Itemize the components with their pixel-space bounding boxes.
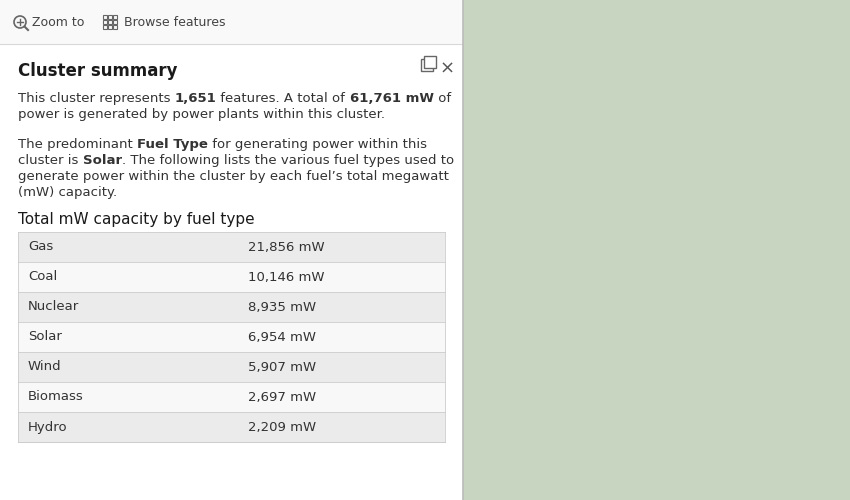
Text: Wind: Wind <box>28 360 61 374</box>
Text: generate power within the cluster by each fuel’s total megawatt: generate power within the cluster by eac… <box>18 170 449 183</box>
Bar <box>18 322 445 352</box>
Text: of: of <box>434 92 450 105</box>
Text: (mW) capacity.: (mW) capacity. <box>18 186 117 199</box>
Bar <box>108 15 111 18</box>
Text: Biomass: Biomass <box>28 390 84 404</box>
Text: Zoom to: Zoom to <box>32 16 84 28</box>
Text: for generating power within this: for generating power within this <box>208 138 427 151</box>
Text: Hydro: Hydro <box>28 420 68 434</box>
Text: Total mW capacity by fuel type: Total mW capacity by fuel type <box>18 212 255 227</box>
Text: 5,907 mW: 5,907 mW <box>248 360 316 374</box>
Text: ×: × <box>439 60 455 78</box>
Text: The predominant: The predominant <box>18 138 137 151</box>
Bar <box>18 232 445 262</box>
Text: 2,209 mW: 2,209 mW <box>248 420 316 434</box>
Bar <box>103 20 107 24</box>
Text: Gas: Gas <box>28 240 54 254</box>
Bar <box>18 262 445 292</box>
Text: 8,935 mW: 8,935 mW <box>248 300 316 314</box>
Text: Coal: Coal <box>28 270 57 283</box>
Text: 61,761 mW: 61,761 mW <box>349 92 434 105</box>
Bar <box>18 382 445 412</box>
Bar <box>113 20 116 24</box>
Bar <box>18 292 445 322</box>
Bar <box>113 25 116 28</box>
Text: Browse features: Browse features <box>124 16 225 28</box>
Text: features. A total of: features. A total of <box>217 92 349 105</box>
Text: Cluster summary: Cluster summary <box>18 62 178 80</box>
Bar <box>108 25 111 28</box>
Text: 10,146 mW: 10,146 mW <box>248 270 325 283</box>
Bar <box>103 25 107 28</box>
Bar <box>113 15 116 18</box>
Text: This cluster represents: This cluster represents <box>18 92 175 105</box>
Bar <box>0 0 463 44</box>
Text: 1,651: 1,651 <box>175 92 217 105</box>
Text: 21,856 mW: 21,856 mW <box>248 240 325 254</box>
Text: 6,954 mW: 6,954 mW <box>248 330 316 344</box>
Bar <box>103 15 107 18</box>
Text: 2,697 mW: 2,697 mW <box>248 390 316 404</box>
Text: Solar: Solar <box>82 154 122 167</box>
Bar <box>18 352 445 382</box>
Bar <box>463 0 850 500</box>
Text: Nuclear: Nuclear <box>28 300 79 314</box>
Text: Fuel Type: Fuel Type <box>137 138 208 151</box>
Text: power is generated by power plants within this cluster.: power is generated by power plants withi… <box>18 108 385 121</box>
Text: cluster is: cluster is <box>18 154 82 167</box>
Bar <box>18 412 445 442</box>
Text: Solar: Solar <box>28 330 62 344</box>
Text: . The following lists the various fuel types used to: . The following lists the various fuel t… <box>122 154 454 167</box>
Bar <box>108 20 111 24</box>
Bar <box>0 44 463 500</box>
FancyBboxPatch shape <box>424 56 436 68</box>
